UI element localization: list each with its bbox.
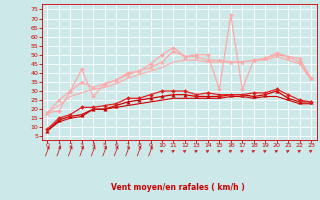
Text: Vent moyen/en rafales ( km/h ): Vent moyen/en rafales ( km/h ) — [111, 183, 244, 192]
